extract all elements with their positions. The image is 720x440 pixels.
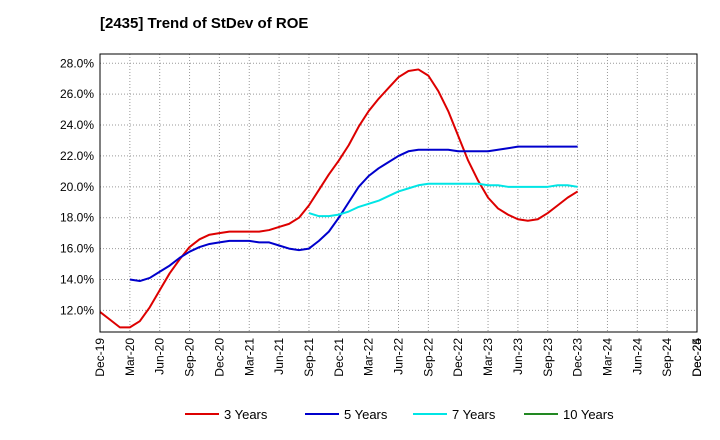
x-tick-label: Mar-24 — [600, 338, 614, 376]
legend: 3 Years 5 Years 7 Years 10 Years — [185, 407, 614, 422]
x-tick-label: Sep-20 — [183, 338, 197, 377]
x-axis-ticks: Dec-19 Mar-20 Jun-20 Sep-20 Dec-20 Mar-21 Jun-… — [93, 338, 704, 377]
legend-label: 10 Years — [563, 407, 614, 422]
grid-lines — [99, 54, 698, 332]
y-tick-label: 24.0% — [60, 118, 94, 132]
y-tick-label: 26.0% — [60, 87, 94, 101]
legend-label: 7 Years — [452, 407, 496, 422]
y-tick-label: 14.0% — [60, 272, 94, 286]
x-tick-label: Mar-20 — [123, 338, 137, 376]
y-tick-label: 22.0% — [60, 149, 94, 163]
y-tick-label: 16.0% — [60, 242, 94, 256]
x-tick-label: Dec-20 — [212, 338, 226, 377]
x-tick-label: Dec-22 — [451, 338, 465, 377]
x-tick-label: Dec-21 — [332, 338, 346, 377]
y-tick-label: 12.0% — [60, 303, 94, 317]
x-tick-label: Dec-19 — [93, 338, 107, 377]
y-tick-label: 20.0% — [60, 180, 94, 194]
x-tick-label: Mar-21 — [242, 338, 256, 376]
x-tick-label: Jun-22 — [392, 338, 406, 375]
legend-label: 5 Years — [344, 407, 388, 422]
x-tick-label: Jun-21 — [272, 338, 286, 375]
x-tick-label: Jun-20 — [153, 338, 167, 375]
x-tick-label: Sep-23 — [541, 338, 555, 377]
x-tick-label: Jun-24 — [630, 338, 644, 375]
x-tick-label: Sep-22 — [421, 338, 435, 377]
x-tick-label: Dec-25 — [690, 338, 704, 377]
x-tick-label: Jun-23 — [511, 338, 525, 375]
x-tick-label: Mar-23 — [481, 338, 495, 376]
y-tick-label: 28.0% — [60, 56, 94, 70]
x-tick-label: Sep-24 — [660, 338, 674, 377]
series-line-3-years — [99, 68, 579, 329]
x-tick-label: Mar-22 — [362, 338, 376, 376]
x-tick-label: Dec-24 — [690, 338, 704, 377]
x-tick-label: Dec-23 — [571, 338, 585, 377]
series-line-7-years — [308, 182, 578, 218]
x-tick-label: Sep-21 — [302, 338, 316, 377]
chart-title: [2435] Trend of StDev of ROE — [100, 15, 308, 32]
y-axis-ticks: 12.0% 14.0% 16.0% 18.0% 20.0% 22.0% 24.0% 26.0%… — [60, 56, 94, 317]
legend-label: 3 Years — [224, 407, 268, 422]
plot-series — [99, 68, 579, 329]
y-tick-label: 18.0% — [60, 211, 94, 225]
plot-frame — [99, 53, 698, 333]
series-line-5-years — [129, 145, 578, 283]
